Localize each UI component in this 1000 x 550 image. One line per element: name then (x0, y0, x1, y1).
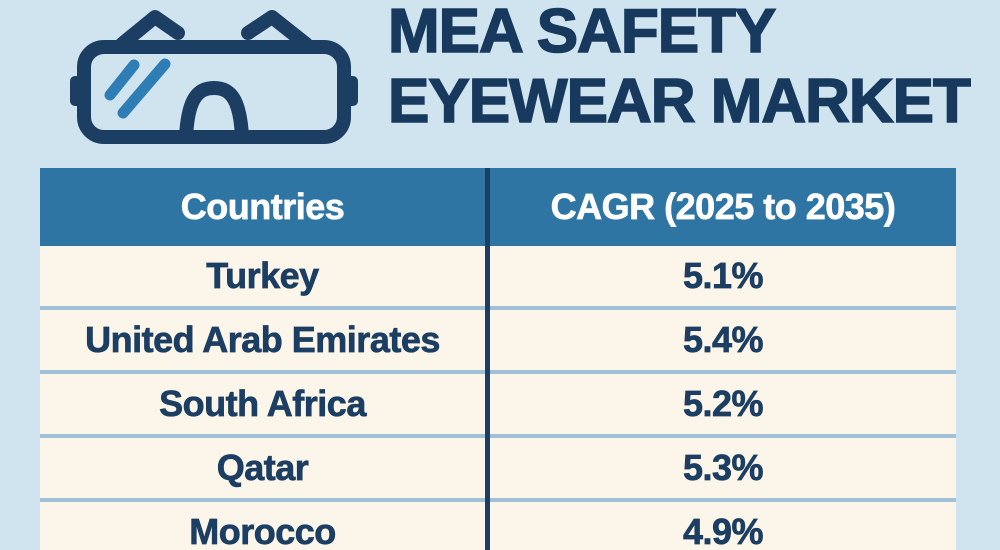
table-row-uae: United Arab Emirates 5.4% (40, 310, 956, 370)
country-cell: South Africa (159, 383, 367, 425)
cagr-table: Countries CAGR (2025 to 2035) Turkey 5.1… (40, 168, 956, 550)
goggles-nose-bridge (179, 80, 249, 144)
lens-glare-short (104, 59, 140, 101)
country-cell: Morocco (189, 511, 337, 550)
cagr-cell: 5.3% (682, 447, 764, 489)
column-header-countries: Countries (180, 186, 345, 228)
title-line-2: EYEWEAR MARKET (387, 66, 972, 137)
column-header-cagr: CAGR (2025 to 2035) (550, 186, 896, 228)
table-row-qatar: Qatar 5.3% (40, 438, 956, 498)
page-title: MEA SAFETY EYEWEAR MARKET (387, 0, 972, 137)
column-divider (485, 168, 490, 550)
cagr-cell: 5.4% (682, 319, 764, 361)
country-cell: Qatar (216, 447, 309, 489)
cagr-cell: 5.1% (682, 255, 764, 297)
goggles-frame (77, 40, 351, 144)
goggles-left-arm (115, 10, 185, 51)
table-row-turkey: Turkey 5.1% (40, 246, 956, 306)
goggles-right-arm (241, 10, 313, 51)
table-row-morocco: Morocco 4.9% (40, 502, 956, 550)
row-separator (40, 370, 956, 374)
title-line-1: MEA SAFETY (387, 0, 777, 67)
safety-goggles-icon (70, 10, 358, 144)
cagr-cell: 4.9% (682, 511, 764, 550)
country-cell: United Arab Emirates (85, 319, 441, 361)
row-separator (40, 306, 956, 310)
table-row-south-africa: South Africa 5.2% (40, 374, 956, 434)
lens-glare-long (117, 58, 171, 119)
cagr-cell: 5.2% (682, 383, 764, 425)
row-separator (40, 498, 956, 502)
table-header-row: Countries CAGR (2025 to 2035) (40, 168, 956, 246)
country-cell: Turkey (206, 255, 320, 297)
row-separator (40, 434, 956, 438)
